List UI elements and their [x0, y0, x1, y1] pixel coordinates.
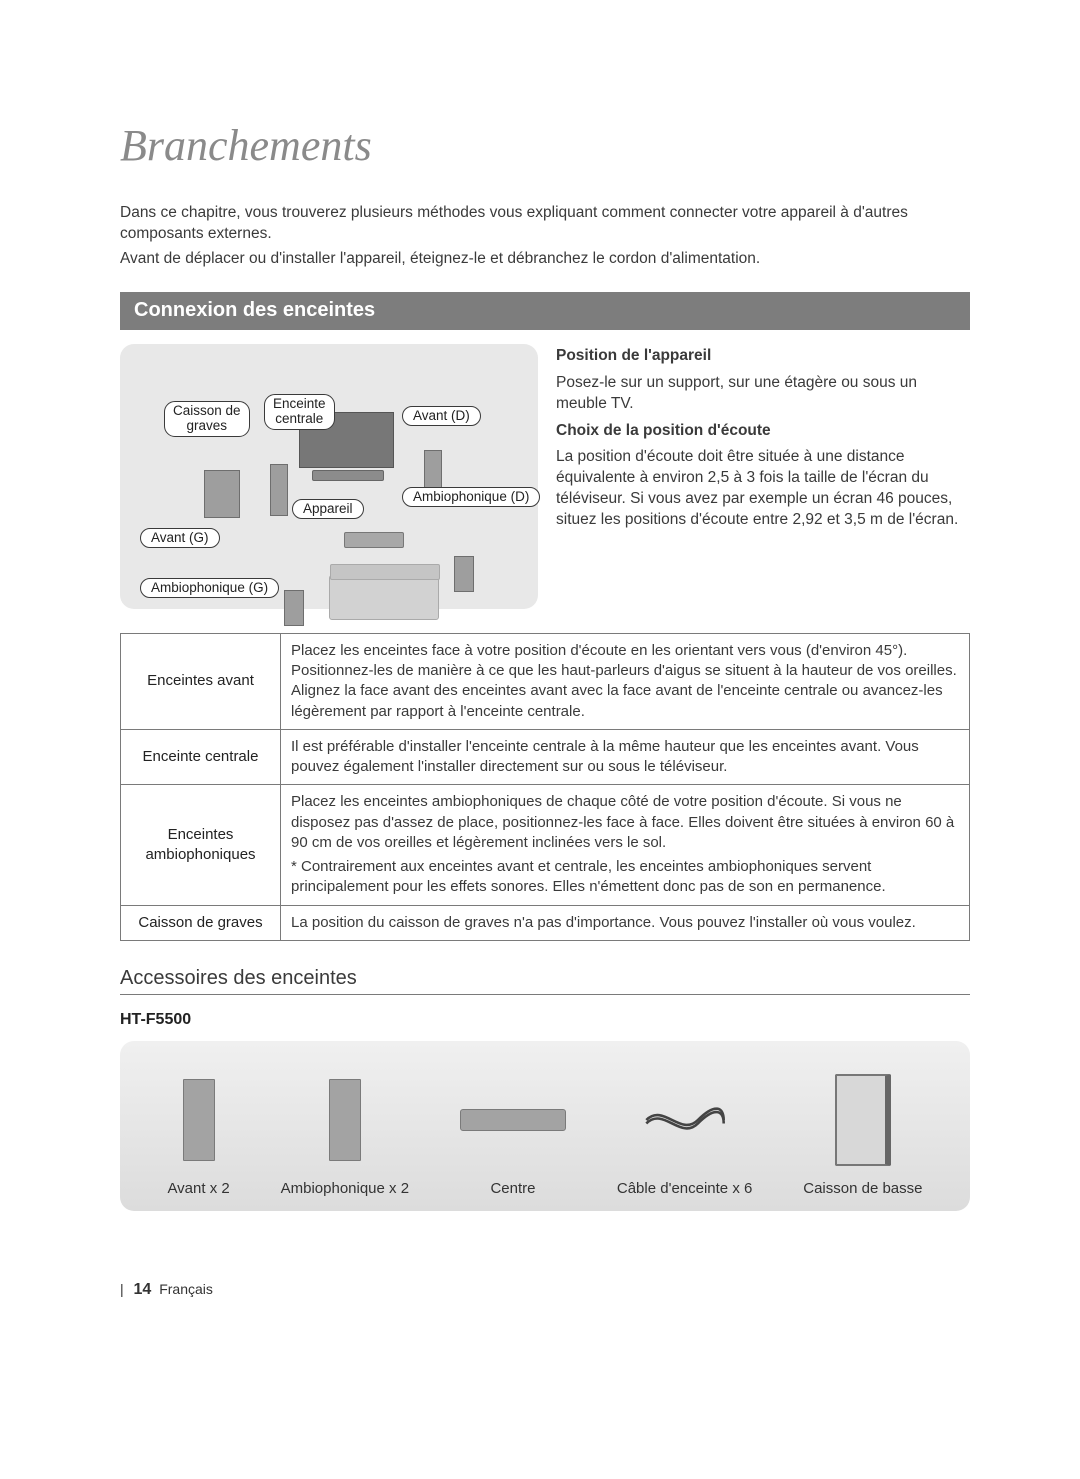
- table-row-label: Enceinte centrale: [121, 729, 281, 785]
- accessory-label: Câble d'enceinte x 6: [617, 1180, 752, 1197]
- table-row: Enceintes avantPlacez les enceintes face…: [121, 633, 970, 729]
- footer-bar: |: [120, 1281, 124, 1297]
- chapter-title: Branchements: [120, 120, 970, 171]
- label-front-l: Avant (G): [140, 528, 220, 548]
- surround-right-shape: [454, 556, 474, 592]
- side-h1: Position de l'appareil: [556, 346, 970, 367]
- accessory-shape: [329, 1070, 361, 1170]
- subwoofer-shape: [204, 470, 240, 518]
- table-row-note: * Contrairement aux enceintes avant et c…: [291, 857, 959, 898]
- label-center: Enceintecentrale: [264, 394, 335, 431]
- center-speaker-icon: [460, 1109, 566, 1131]
- placement-table: Enceintes avantPlacez les enceintes face…: [120, 633, 970, 941]
- side-text: Position de l'appareil Posez-le sur un s…: [556, 344, 970, 609]
- model-number: HT-F5500: [120, 1011, 970, 1029]
- accessories-heading: Accessoires des enceintes: [120, 967, 970, 995]
- table-row: Enceinte centraleIl est préférable d'ins…: [121, 729, 970, 785]
- intro-p1: Dans ce chapitre, vous trouverez plusieu…: [120, 203, 970, 245]
- table-row-text: Placez les enceintes ambiophoniques de c…: [281, 785, 970, 905]
- speaker-layout-diagram: Caisson degraves Enceintecentrale Avant …: [120, 344, 538, 609]
- placement-tbody: Enceintes avantPlacez les enceintes face…: [121, 633, 970, 940]
- intro-p2: Avant de déplacer ou d'installer l'appar…: [120, 249, 970, 270]
- side-p1: Posez-le sur un support, sur une étagère…: [556, 373, 970, 415]
- accessory-item: Avant x 2: [167, 1070, 229, 1197]
- table-row-text: Il est préférable d'installer l'enceinte…: [281, 729, 970, 785]
- subwoofer-icon: [835, 1074, 891, 1166]
- label-surround-r: Ambiophonique (D): [402, 487, 540, 507]
- surround-left-shape: [284, 590, 304, 626]
- table-row-label: Enceintesambiophoniques: [121, 785, 281, 905]
- sofa-shape: [329, 575, 439, 620]
- front-left-shape: [270, 464, 288, 516]
- accessory-item: Caisson de basse: [803, 1070, 922, 1197]
- accessory-label: Avant x 2: [167, 1180, 229, 1197]
- accessory-item: Ambiophonique x 2: [281, 1070, 409, 1197]
- label-front-r: Avant (D): [402, 406, 481, 426]
- accessory-shape: [642, 1070, 728, 1170]
- unit-shape: [344, 532, 404, 548]
- table-row-label: Caisson de graves: [121, 905, 281, 940]
- table-row-text: Placez les enceintes face à votre positi…: [281, 633, 970, 729]
- accessory-item: Câble d'enceinte x 6: [617, 1070, 752, 1197]
- accessory-shape: [460, 1070, 566, 1170]
- label-surround-l: Ambiophonique (G): [140, 578, 279, 598]
- accessory-shape: [183, 1070, 215, 1170]
- speaker-icon: [329, 1079, 361, 1161]
- section-heading: Connexion des enceintes: [120, 292, 970, 330]
- page-footer: | 14 Français: [120, 1281, 970, 1299]
- accessory-item: Centre: [460, 1070, 566, 1197]
- cable-icon: [642, 1102, 728, 1138]
- speaker-icon: [183, 1079, 215, 1161]
- table-row-label: Enceintes avant: [121, 633, 281, 729]
- intro-block: Dans ce chapitre, vous trouverez plusieu…: [120, 203, 970, 270]
- center-speaker-shape: [312, 470, 384, 481]
- page-number: 14: [134, 1281, 152, 1298]
- table-row: EnceintesambiophoniquesPlacez les encein…: [121, 785, 970, 905]
- accessory-label: Centre: [490, 1180, 535, 1197]
- accessory-label: Ambiophonique x 2: [281, 1180, 409, 1197]
- label-unit: Appareil: [292, 499, 364, 519]
- label-subwoofer: Caisson degraves: [164, 401, 250, 438]
- table-row-text: La position du caisson de graves n'a pas…: [281, 905, 970, 940]
- side-p2: La position d'écoute doit être située à …: [556, 447, 970, 531]
- footer-lang: Français: [159, 1281, 213, 1297]
- accessories-panel: Avant x 2 Ambiophonique x 2 Centre Câble d'…: [120, 1041, 970, 1211]
- side-h2: Choix de la position d'écoute: [556, 421, 970, 442]
- accessory-label: Caisson de basse: [803, 1180, 922, 1197]
- accessory-shape: [835, 1070, 891, 1170]
- table-row: Caisson de gravesLa position du caisson …: [121, 905, 970, 940]
